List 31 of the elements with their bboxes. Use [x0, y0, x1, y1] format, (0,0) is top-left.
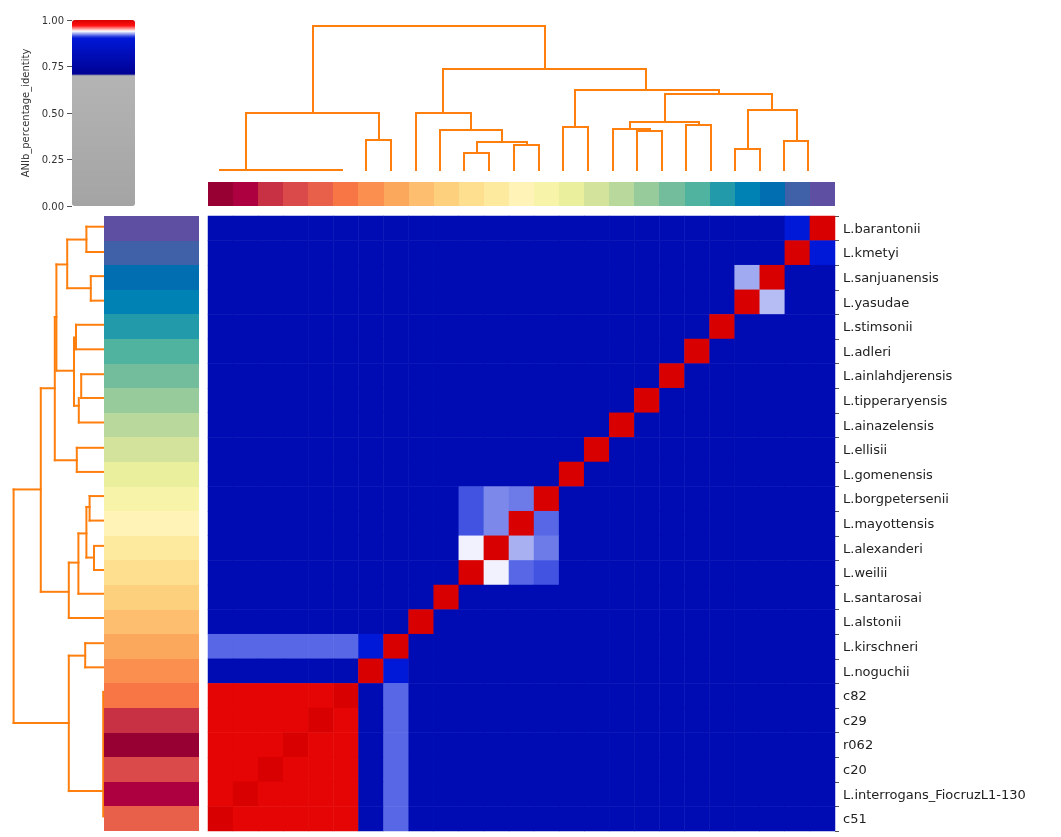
color-bar-label: 1.00 — [41, 14, 64, 26]
y-tick-label: L.tipperaryensis — [843, 393, 948, 408]
y-tick-label: L.santarosai — [843, 589, 922, 605]
color-bar-label: 0.00 — [41, 200, 64, 212]
y-tick-label: L.ainlahdjerensis — [843, 368, 953, 384]
color-bar-label: 0.25 — [41, 154, 64, 165]
y-tick-label: L.noguchii — [843, 663, 910, 679]
y-tick-label: L.alexanderi — [843, 540, 923, 556]
y-tick-label: L.ainazelensis — [843, 417, 935, 433]
y-tick-label: L.yasudae — [843, 294, 910, 310]
y-tick-label: c29 — [843, 712, 867, 728]
color-bar-title: ANIb_percentage_identity — [19, 48, 32, 178]
y-tick-label: L.alstonii — [843, 614, 902, 630]
y-tick-label: c51 — [843, 811, 867, 827]
y-tick-label: c20 — [843, 762, 867, 777]
y-tick-label: L.interrogans_FiocruzL1-130 — [843, 786, 1026, 802]
y-tick-label: c82 — [843, 688, 867, 704]
y-tick-label: L.kmetyi — [843, 245, 899, 261]
color-bar-label: 0.50 — [41, 107, 64, 119]
y-tick-label: L.weilii — [843, 565, 888, 581]
y-tick-label: L.sanjuanensis — [843, 270, 940, 285]
y-tick-label: L.gomenensis — [843, 466, 934, 482]
y-tick-label: L.mayottensis — [843, 516, 935, 531]
y-tick-label: L.stimsonii — [843, 319, 913, 335]
y-tick-label: L.barantonii — [843, 220, 921, 236]
y-tick-label: L.kirschneri — [843, 639, 919, 654]
y-tick-label: L.ellisii — [843, 442, 888, 458]
y-tick-label: L.borgpetersenii — [843, 491, 949, 507]
y-tick-label: L.adleri — [843, 343, 892, 359]
y-tick-label: r062 — [843, 737, 874, 753]
color-bar-label: 0.75 — [41, 61, 64, 72]
